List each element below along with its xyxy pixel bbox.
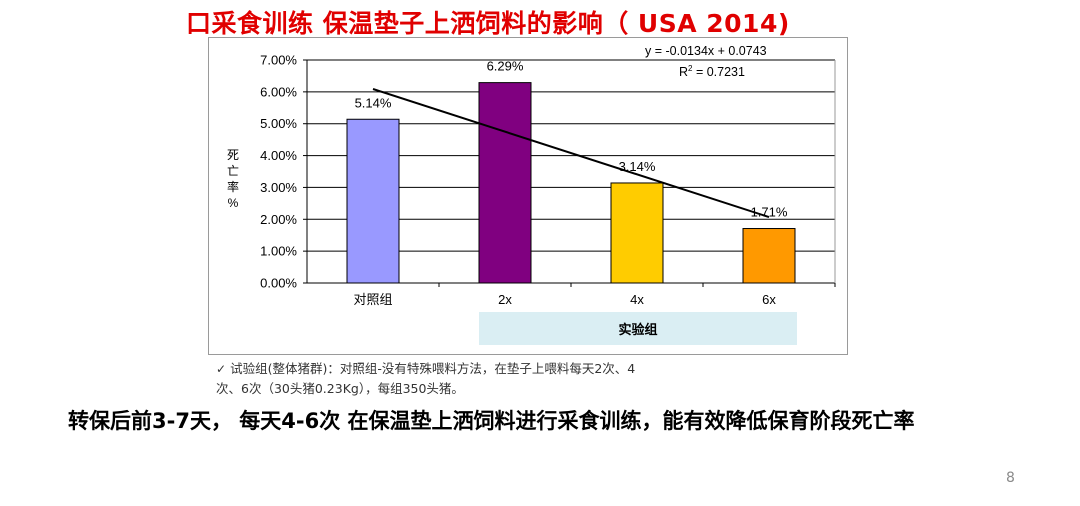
bar <box>346 118 400 284</box>
y-axis-label-char: 率 <box>227 179 239 194</box>
y-tick-label: 6.00% <box>260 84 297 99</box>
group-band-rect <box>479 312 797 345</box>
group-label: 实验组 <box>618 322 657 337</box>
y-tick-label: 2.00% <box>260 212 297 227</box>
data-label: 1.71% <box>751 205 788 220</box>
y-axis-label: 死亡率% <box>227 148 239 210</box>
y-axis-label-char: 亡 <box>227 164 239 178</box>
checkmark-icon: ✓ <box>216 362 227 376</box>
slide-title: 口采食训练 保温垫子上洒饲料的影响（ USA 2014) <box>186 9 790 38</box>
trendline-group <box>372 88 770 219</box>
x-tick-label: 6x <box>762 292 776 307</box>
y-tick-label: 7.00% <box>260 53 297 68</box>
trendline-equation: y = -0.0134x + 0.0743 <box>645 44 767 58</box>
trendline <box>372 88 770 219</box>
data-label: 6.29% <box>487 59 524 74</box>
y-tick-label: 3.00% <box>260 180 297 195</box>
bar <box>742 228 796 284</box>
axes: 0.00% 1.00% 2.00% 3.00% 4.00% 5.00% 6.00% 7.00%… <box>260 53 836 307</box>
y-tick-label: 4.00% <box>260 148 297 163</box>
y-axis-label-char: 死 <box>227 148 239 162</box>
conclusion-text: 转保后前3-7天， 每天4-6次 在保温垫上洒饲料进行采食训练，能有效降低保育阶… <box>68 409 915 433</box>
bar-chart: 实验组 5.14% 6.29% 3.14% 1.71% 0.00% 1.00% 2.00%… <box>227 44 836 345</box>
y-tick-label: 0.00% <box>260 276 297 291</box>
group-band: 实验组 <box>479 312 797 345</box>
y-tick-label: 5.00% <box>260 116 297 131</box>
footnote-text-1: 试验组(整体猪群)：对照组-没有特殊喂料方法，在垫子上喂料每天2次、4 <box>230 361 636 376</box>
bars: 5.14% 6.29% 3.14% 1.71% <box>346 59 796 284</box>
trendline-equation-box: y = -0.0134x + 0.0743 R2 = 0.7231 <box>645 44 767 79</box>
footnote-line-2: 次、6次（30头猪0.23Kg），每组350头猪。 <box>216 381 464 396</box>
data-label: 5.14% <box>355 95 392 110</box>
chart-frame: 实验组 5.14% 6.29% 3.14% 1.71% 0.00% 1.00% 2.00%… <box>208 37 848 355</box>
trendline-r-squared: R2 = 0.7231 <box>679 64 745 79</box>
page-number: 8 <box>1006 470 1015 486</box>
data-label: 3.14% <box>619 159 656 174</box>
x-tick-label: 对照组 <box>353 292 392 307</box>
x-tick-label: 4x <box>630 292 644 307</box>
x-tick-label: 2x <box>498 292 512 307</box>
y-tick-label: 1.00% <box>260 244 297 259</box>
footnote: ✓ 试验组(整体猪群)：对照组-没有特殊喂料方法，在垫子上喂料每天2次、4 次、6… <box>216 359 686 399</box>
bar <box>610 182 664 284</box>
bar <box>478 82 532 284</box>
footnote-line-1: ✓ 试验组(整体猪群)：对照组-没有特殊喂料方法，在垫子上喂料每天2次、4 <box>216 359 686 379</box>
y-axis-label-char: % <box>228 196 239 210</box>
